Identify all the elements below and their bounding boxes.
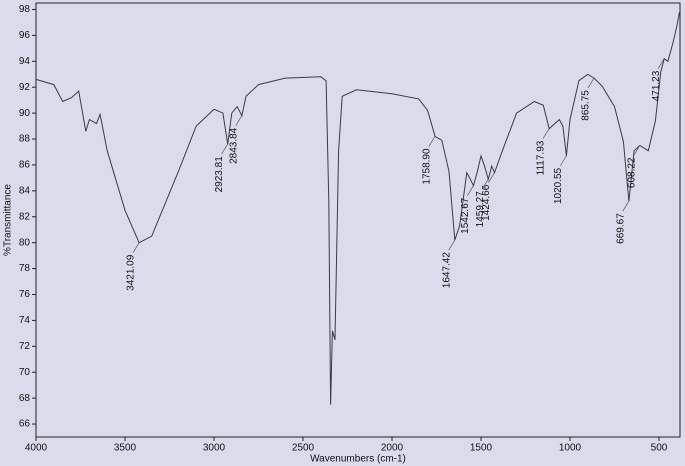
annotation-leader	[542, 128, 550, 139]
y-tick-label: 78	[19, 263, 31, 274]
y-tick-label: 80	[19, 237, 31, 248]
annotation-leader	[235, 115, 243, 126]
y-tick-label: 68	[19, 393, 31, 404]
annotation-leader	[221, 144, 228, 155]
y-tick-label: 72	[19, 341, 31, 352]
annotation-label: 471.23	[651, 70, 662, 101]
y-tick-label: 92	[19, 82, 31, 93]
annotation-leader	[622, 201, 630, 212]
x-tick-label: 500	[651, 443, 668, 454]
annotation-leader	[481, 179, 489, 190]
annotation-leader	[633, 145, 641, 156]
annotation-label: 608.22	[626, 157, 637, 188]
annotation-leader	[488, 172, 495, 183]
x-tick-label: 3000	[203, 443, 226, 454]
annotation-label: 1647.42	[441, 252, 452, 289]
annotation-label: 1020.55	[553, 167, 564, 204]
x-tick-label: 2000	[381, 443, 404, 454]
annotation-leader	[467, 185, 474, 196]
y-tick-label: 76	[19, 289, 31, 300]
y-axis-title: %Transmittance	[3, 184, 14, 256]
annotation-leader	[587, 77, 595, 89]
plot-frame	[35, 2, 681, 438]
annotation-leader	[428, 136, 436, 147]
y-tick-label: 98	[19, 4, 31, 15]
spectrum-line	[35, 12, 680, 405]
annotation-leader	[132, 242, 140, 253]
y-tick-label: 66	[19, 419, 31, 430]
x-tick-label: 2500	[292, 443, 315, 454]
y-tick-label: 84	[19, 185, 31, 196]
annotation-label: 2843.84	[228, 127, 239, 164]
y-tick-label: 94	[19, 56, 31, 67]
y-tick-label: 96	[19, 30, 31, 41]
x-axis-title: Wavenumbers (cm-1)	[310, 454, 406, 465]
annotation-label: 2923.81	[214, 156, 225, 193]
y-tick-label: 74	[19, 315, 31, 326]
annotation-label: 1542.67	[460, 197, 471, 234]
annotation-label: 1459.27	[475, 191, 486, 228]
y-tick-label: 88	[19, 134, 31, 145]
x-tick-label: 1000	[559, 443, 582, 454]
y-tick-label: 90	[19, 108, 31, 119]
annotation-leader	[657, 58, 665, 69]
y-tick-label: 86	[19, 160, 31, 171]
annotation-label: 1117.93	[536, 140, 547, 175]
annotation-label: 1758.90	[422, 148, 433, 185]
y-tick-label: 82	[19, 211, 31, 222]
annotation-label: 669.67	[615, 213, 626, 244]
annotation-label: 1424.66	[481, 184, 492, 221]
annotation-leader	[560, 155, 567, 167]
x-tick-label: 1500	[470, 443, 493, 454]
y-tick-label: 70	[19, 367, 31, 378]
x-tick-label: 3500	[114, 443, 137, 454]
annotation-leader	[448, 239, 456, 251]
annotation-label: 865.75	[581, 90, 592, 121]
x-tick-label: 4000	[25, 443, 48, 454]
annotation-label: 3421.09	[126, 254, 137, 291]
